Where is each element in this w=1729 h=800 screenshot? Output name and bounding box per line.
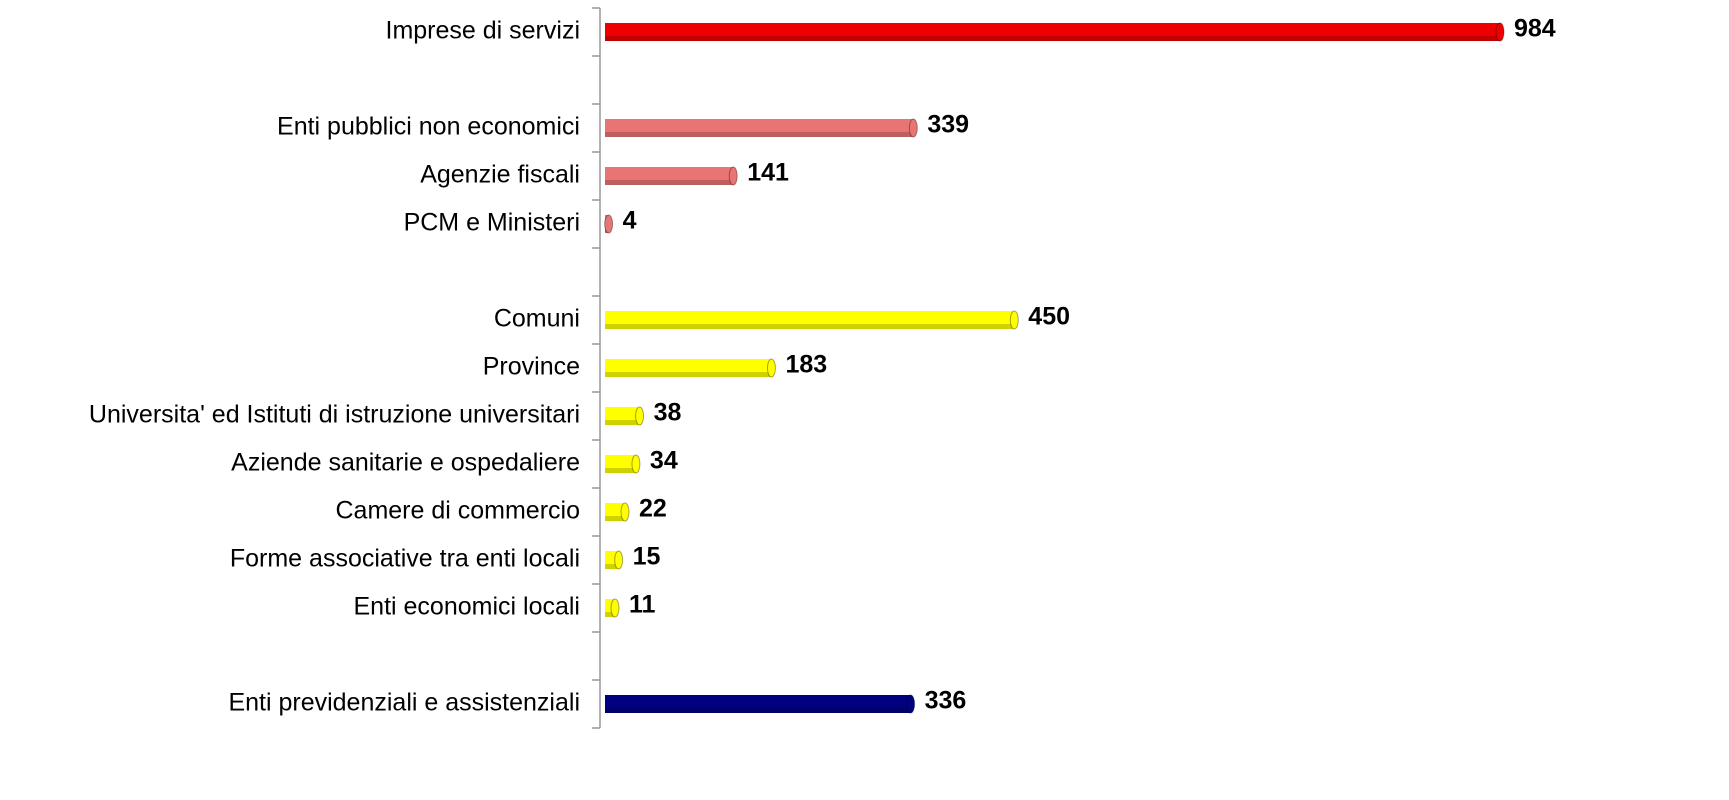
bar <box>605 406 645 426</box>
value-label: 15 <box>633 543 661 571</box>
value-label: 141 <box>747 159 789 187</box>
bar <box>605 550 624 570</box>
category-label: Camere di commercio <box>335 497 580 525</box>
category-label: Enti previdenziali e assistenziali <box>228 689 580 717</box>
category-label: Agenzie fiscali <box>420 161 580 189</box>
value-label: 22 <box>639 495 667 523</box>
bar <box>605 118 918 138</box>
value-label: 984 <box>1514 15 1556 43</box>
category-label: Enti pubblici non economici <box>277 113 580 141</box>
bar <box>605 694 916 714</box>
bar <box>605 502 630 522</box>
value-label: 4 <box>623 207 637 235</box>
category-label: Universita' ed Istituti di istruzione un… <box>89 401 580 429</box>
value-label: 183 <box>785 351 827 379</box>
bar <box>604 214 614 234</box>
value-label: 11 <box>629 591 656 619</box>
bar <box>605 598 620 618</box>
value-label: 450 <box>1028 303 1070 331</box>
category-label: PCM e Ministeri <box>404 209 580 237</box>
category-label: Province <box>483 353 580 381</box>
bar <box>605 358 776 378</box>
value-label: 38 <box>654 399 682 427</box>
value-label: 34 <box>650 447 678 475</box>
bar <box>605 22 1505 42</box>
category-label: Aziende sanitarie e ospedaliere <box>231 449 580 477</box>
category-label: Comuni <box>494 305 580 333</box>
value-label: 339 <box>927 111 969 139</box>
category-label: Forme associative tra enti locali <box>230 545 580 573</box>
value-label: 336 <box>925 687 967 715</box>
bar <box>605 454 641 474</box>
bar <box>605 310 1019 330</box>
category-label: Imprese di servizi <box>386 17 581 45</box>
bar <box>605 166 738 186</box>
category-label: Enti economici locali <box>354 593 581 621</box>
